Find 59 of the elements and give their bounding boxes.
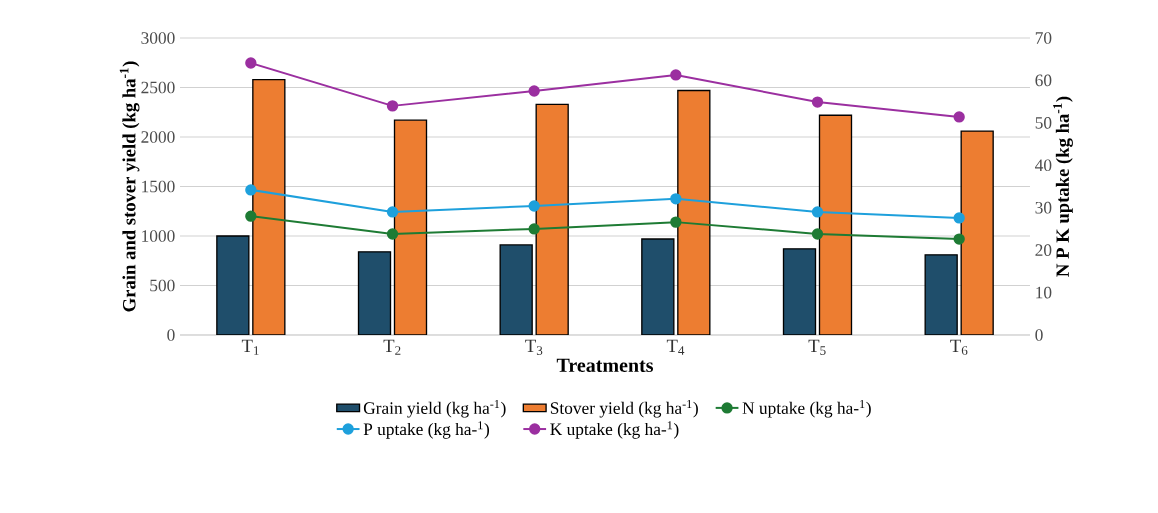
point	[670, 69, 682, 81]
legend-label: P uptake (kg ha-$^{1}$)	[363, 421, 490, 439]
y-tick-label: 2500	[141, 81, 175, 94]
y-tick-label: 2000	[141, 131, 175, 143]
point	[528, 200, 540, 212]
y-tick-label: 3000	[141, 32, 175, 44]
bar	[960, 130, 994, 335]
bar	[499, 244, 533, 335]
bar	[535, 103, 569, 335]
x-tick-label: T$_{5}$	[808, 339, 826, 355]
point	[528, 85, 540, 97]
x-tick-label: T$_{2}$	[383, 339, 401, 355]
point	[386, 228, 399, 240]
point	[953, 111, 965, 123]
bar	[677, 89, 711, 335]
y-tick-label: 500	[150, 279, 175, 292]
point	[811, 96, 824, 108]
y2-tick-label: 70	[1035, 32, 1052, 44]
point	[245, 210, 257, 222]
y-tick-label: 1500	[142, 180, 175, 193]
point	[386, 100, 399, 112]
y-tick-label: 1000	[142, 230, 175, 242]
point	[811, 228, 824, 240]
point	[528, 223, 540, 235]
x-axis-title: Treatments	[556, 358, 654, 373]
bar	[357, 251, 392, 335]
y2-axis-title: N P K uptake (kg ha$^{-1}$)	[1053, 96, 1073, 277]
bar	[782, 248, 817, 335]
legend-label: N uptake (kg ha-$^{1}$)	[742, 399, 871, 418]
x-tick-label: T$_{4}$	[666, 339, 685, 355]
x-tick-label: T$_{1}$	[241, 339, 259, 355]
point	[811, 206, 824, 218]
point	[953, 233, 965, 245]
bar	[393, 119, 428, 335]
y-tick-label: 0	[167, 329, 175, 341]
point	[953, 212, 965, 224]
y2-tick-label: 0	[1035, 329, 1043, 341]
y-axis-title: Grain and stover yield (kg ha$^{-1}$)	[119, 61, 140, 312]
point	[386, 206, 399, 218]
legend-label: Grain yield (kg ha$^{-1}$)	[363, 399, 506, 418]
point	[670, 216, 682, 228]
point	[245, 57, 257, 69]
y2-tick-label: 50	[1035, 117, 1052, 129]
y2-tick-label: 60	[1035, 74, 1052, 87]
y2-tick-label: 10	[1036, 286, 1052, 299]
bar	[924, 254, 958, 335]
y2-tick-label: 30	[1035, 201, 1052, 214]
bar	[818, 114, 853, 335]
bar	[216, 235, 250, 335]
y2-tick-label: 40	[1035, 159, 1052, 172]
x-tick-label: T$_{3}$	[525, 339, 543, 355]
legend-label: Stover yield (kg ha$^{-1}$)	[550, 399, 698, 418]
bar	[252, 78, 286, 335]
y2-tick-label: 20	[1035, 244, 1052, 256]
legend-label: K uptake (kg ha-$^{1}$)	[550, 421, 679, 439]
point	[245, 184, 257, 196]
bar	[641, 238, 675, 335]
point	[670, 193, 682, 205]
x-tick-label: T$_{6}$	[950, 339, 968, 355]
